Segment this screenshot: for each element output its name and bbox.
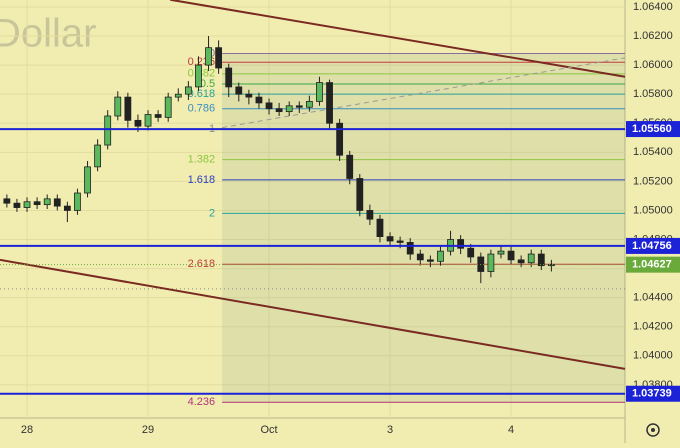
y-tick-label: 1.06200 [633,30,673,42]
price-tag [626,237,680,254]
y-tick-label: 1.04400 [633,292,673,304]
y-tick-label: 1.06400 [633,1,673,13]
candle-body [195,64,202,88]
candle-body [23,201,31,208]
candle-body [497,250,505,255]
price-tag [626,121,680,138]
candle-body [406,242,414,255]
candle-body [457,239,465,249]
candle-body [53,198,61,207]
candle-body [527,253,535,264]
watermark: Dollar [0,12,96,56]
candle-body [507,250,515,261]
price-tag-label: 1.04756 [632,240,672,252]
candle-body [205,47,212,66]
candle-body [154,114,162,118]
gear-center[interactable] [651,428,655,432]
candle-body [416,253,424,261]
candle-body [94,144,102,168]
candle-body [33,201,41,206]
settings-icon[interactable] [646,423,660,437]
candle-body [396,240,404,243]
trendline [0,258,626,370]
fib-label: 1.618 [188,174,216,186]
y-tick-label: 1.06000 [633,59,673,71]
candle-body [225,67,233,88]
candle-body [255,96,263,104]
y-tick-label: 1.05400 [633,146,673,158]
x-tick-label: 29 [142,424,154,436]
candle-body [487,253,495,272]
candle-body [164,96,172,118]
x-tick-label: 3 [387,424,393,436]
fib-label: 0.5 [200,78,215,90]
y-tick-label: 1.04000 [633,350,673,362]
x-tick-label: Oct [260,424,277,436]
candle-body [386,236,394,242]
candle-body [3,198,11,204]
candle-body [336,122,344,156]
candle-body [285,105,293,113]
candle-body [295,105,303,108]
candle-body [265,102,273,110]
candle-body [84,166,91,194]
candle-body [235,86,243,95]
candle-body [547,264,555,267]
candle-body [74,192,81,211]
candle-body [215,47,223,69]
candle-body [366,210,374,220]
candle-body [174,93,182,98]
price-tag [626,256,680,273]
fib-label: 2 [209,207,215,219]
price-tag-label: 1.04627 [632,259,672,271]
x-tick-label: 4 [508,424,514,436]
candle-body [356,178,364,211]
fib-label: 1.382 [188,153,216,165]
candle-body [346,154,354,179]
y-tick-label: 1.04200 [633,321,673,333]
fib-label: 4.236 [188,396,216,408]
candle-body [245,93,253,98]
trendline [170,0,626,78]
y-tick-label: 1.05000 [633,204,673,216]
candle-body [517,259,525,264]
candle-body [376,218,384,238]
fib-label: 2.618 [188,258,216,270]
fib-label: 0 [209,47,215,59]
candle-body [104,115,112,146]
candle-body [134,119,142,127]
candle-body [437,250,444,262]
candle-body [43,198,51,206]
x-tick-label: 28 [21,424,33,436]
y-tick-label: 1.05800 [633,88,673,100]
price-tag-label: 1.03739 [632,388,672,400]
price-tag [626,385,680,402]
candle-body [275,108,283,113]
candle-body [124,96,132,121]
fib-label: 0.786 [188,103,216,115]
candle-body [114,96,122,117]
candle-body [144,114,152,127]
candle-body [184,86,192,95]
candle-body [326,82,333,124]
candle-body [426,259,434,262]
candle-body [13,202,21,208]
candle-body [63,205,71,211]
gear[interactable] [646,423,660,437]
y-tick-label: 1.05200 [633,175,673,187]
candle-body [316,82,323,102]
fib-area [222,53,626,403]
candle-body [537,253,545,267]
fib-label: 0.618 [188,88,216,100]
price-tag-label: 1.05560 [632,123,672,135]
candle-body [305,101,313,108]
candle-body [467,247,475,258]
